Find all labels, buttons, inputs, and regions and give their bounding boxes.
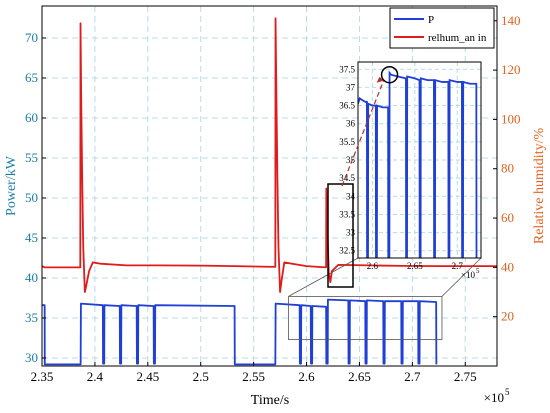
inset-series-layer <box>358 70 478 258</box>
zoom-indicator <box>288 183 482 340</box>
inset-frame <box>357 61 482 259</box>
y-right-tick-label: 40 <box>501 259 514 274</box>
y-axis-left: 30 35 40 45 50 55 60 65 70 <box>25 30 46 365</box>
y-left-tick-label: 30 <box>25 350 38 365</box>
inset-series-line-p <box>358 70 478 258</box>
inset-y-tick-label: 32.5 <box>339 246 355 256</box>
inset-y-tick-label: 37.5 <box>339 64 355 74</box>
x-tick-label: 2.6 <box>298 369 315 384</box>
y-right-tick-label: 60 <box>501 210 514 225</box>
y-left-tick-label: 60 <box>25 110 38 125</box>
inset-y-tick-label: 33.5 <box>339 209 355 219</box>
inset-y-tick-label: 36 <box>346 119 356 129</box>
y-left-tick-label: 40 <box>25 270 38 285</box>
inset-y-tick-label: 34.5 <box>339 173 355 183</box>
inset-highlight-circle <box>380 65 399 84</box>
inset-x-tick-label: 2.7 <box>452 261 464 271</box>
inset-x-exponent: ×10 <box>461 270 476 280</box>
legend-box <box>389 7 495 49</box>
x-tick-label: 2.35 <box>31 369 54 384</box>
y-left-tick-label: 35 <box>25 310 38 325</box>
x-tick-label: 2.45 <box>136 369 159 384</box>
zoom-rectangle <box>288 295 443 340</box>
y-right-tick-label: 120 <box>501 62 521 77</box>
inset-x-exponent-power: 5 <box>476 267 480 275</box>
y-left-tick-label: 50 <box>25 190 38 205</box>
inset-x-tick-label: 2.65 <box>407 261 423 271</box>
y-left-tick-label: 55 <box>25 150 38 165</box>
inset-y-tick-label: 37 <box>346 82 356 92</box>
x-axis-title: Time/s <box>251 393 289 408</box>
series-layer <box>42 17 497 366</box>
inset-y-tick-label: 33 <box>346 228 356 238</box>
x-tick-label: 2.4 <box>87 369 104 384</box>
y-axis-right-title: Relative humidity/% <box>532 128 547 245</box>
inset-x-tick-label: 2.6 <box>367 261 379 271</box>
y-axis-right: 20 40 60 80 100 120 140 <box>493 13 521 324</box>
legend-label-relhum: relhum_an in <box>428 32 487 44</box>
y-right-tick-label: 140 <box>501 13 521 28</box>
legend-label-p: P <box>428 14 434 26</box>
x-axis-exponent: ×10 <box>484 390 504 405</box>
x-tick-label: 2.65 <box>348 369 371 384</box>
x-tick-label: 2.55 <box>242 369 265 384</box>
y-right-tick-label: 100 <box>501 111 521 126</box>
series-line-p <box>42 298 438 366</box>
inset-pointer-arrowhead <box>376 76 384 83</box>
y-left-tick-label: 70 <box>25 30 38 45</box>
inset-chart: 32.5 33 33.5 34 34.5 35 35.5 36 36.5 37 37.5 2.6 2.6… <box>339 61 482 280</box>
x-tick-label: 2.75 <box>454 369 477 384</box>
x-axis-exponent-power: 5 <box>505 387 510 397</box>
y-right-tick-label: 20 <box>501 309 514 324</box>
x-tick-label: 2.5 <box>193 369 209 384</box>
x-tick-label: 2.7 <box>404 369 421 384</box>
y-right-tick-label: 80 <box>501 161 514 176</box>
legend: P relhum_an in <box>389 7 495 49</box>
zoom-connector-left <box>288 257 359 297</box>
inset-pointer-arrow <box>341 80 385 187</box>
y-left-tick-label: 45 <box>25 230 38 245</box>
y-axis-left-title: Power/kW <box>4 155 19 216</box>
zoom-connector-right <box>441 257 482 297</box>
plot-frame <box>41 5 498 367</box>
inset-y-tick-label: 34 <box>346 191 356 201</box>
inset-y-tick-label: 35 <box>346 155 356 165</box>
x-axis: 2.35 2.4 2.45 2.5 2.55 2.6 2.65 2.7 2.75 <box>31 362 477 384</box>
inset-y-tick-label: 36.5 <box>339 101 355 111</box>
inset-y-tick-label: 35.5 <box>339 137 355 147</box>
y-left-tick-label: 65 <box>25 70 38 85</box>
series-line-relhum <box>42 17 497 293</box>
spike-highlight-box <box>327 183 354 288</box>
